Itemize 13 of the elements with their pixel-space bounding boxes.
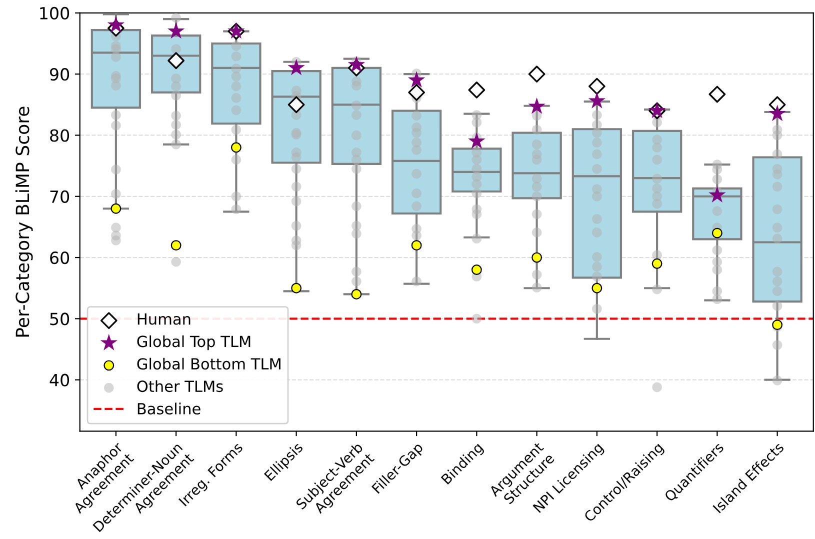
y-tick-label: 90 [50,68,70,81]
legend-label: Human [138,313,190,325]
y-tick-label: 80 [50,129,70,142]
legend-label: Baseline [138,402,200,414]
y-tick-label: 50 [50,312,70,326]
legend-label: Global Bottom TLM [137,358,280,370]
legend-label: Other TLMs [137,380,223,392]
y-tick-label: 40 [50,374,70,386]
y-tick-label: 70 [50,190,70,203]
y-axis-title: Per-Category BLiMP Score [15,106,33,337]
y-tick-label: 100 [40,6,70,20]
legend-label: Global Top TLM [137,335,250,350]
y-tick-label: 60 [50,251,70,264]
